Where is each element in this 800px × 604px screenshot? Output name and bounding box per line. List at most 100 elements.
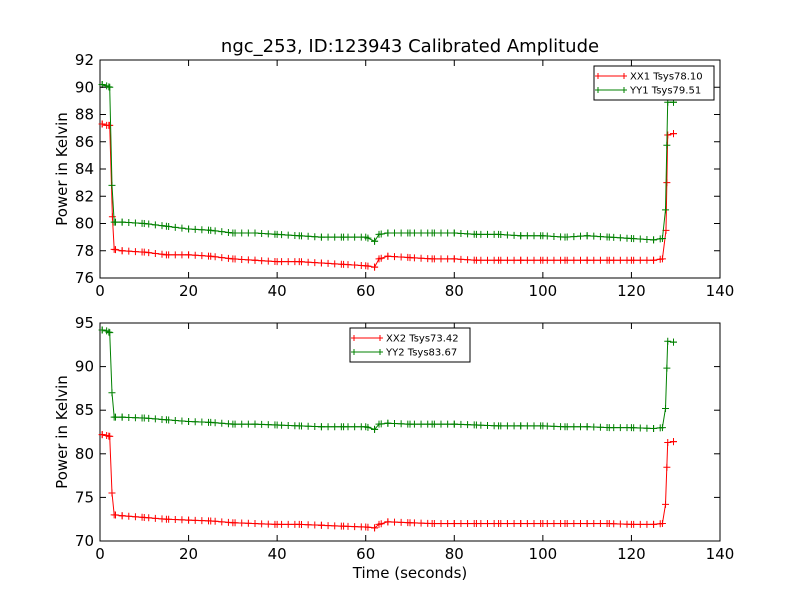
data-point	[658, 255, 666, 263]
data-point-marker	[284, 421, 292, 429]
data-point	[110, 218, 118, 226]
data-point-marker	[244, 519, 252, 527]
data-point	[106, 121, 114, 129]
data-point-marker	[125, 413, 133, 421]
data-point-marker	[550, 520, 558, 528]
data-point-marker	[503, 231, 511, 239]
x-tick-label: 60	[356, 545, 375, 563]
data-point-marker	[464, 421, 472, 429]
data-point-marker	[530, 520, 538, 528]
x-tick-label: 40	[268, 545, 287, 563]
y-tick-label: 90	[75, 358, 94, 376]
data-point	[670, 130, 677, 138]
data-point	[517, 232, 525, 240]
data-point	[658, 234, 666, 242]
data-point	[561, 233, 569, 241]
data-point-marker	[311, 259, 319, 267]
data-point-marker	[304, 422, 312, 430]
data-point	[108, 181, 116, 189]
data-point-marker	[244, 229, 252, 237]
legend-box	[349, 327, 471, 363]
data-point-marker	[590, 520, 598, 528]
data-point	[362, 523, 370, 531]
data-point	[627, 234, 635, 242]
data-point	[140, 220, 148, 227]
data-point	[108, 389, 116, 397]
data-point	[627, 424, 635, 432]
x-tick-label: 140	[706, 282, 735, 300]
data-point-marker	[391, 253, 398, 261]
data-point-marker	[304, 258, 312, 266]
data-point-marker	[577, 256, 584, 264]
data-point	[583, 423, 591, 431]
data-point	[273, 230, 281, 238]
data-point	[340, 522, 348, 530]
y-tick-label: 95	[75, 314, 94, 332]
data-point-marker	[391, 229, 398, 237]
legend-marker	[621, 87, 627, 93]
data-point-marker	[397, 253, 405, 261]
data-point	[583, 232, 591, 240]
data-point-marker	[464, 256, 472, 264]
data-point	[140, 414, 148, 422]
data-point	[108, 489, 116, 497]
data-point-marker	[218, 419, 226, 427]
data-point	[539, 232, 547, 240]
data-point-marker	[238, 420, 246, 428]
data-point	[317, 423, 325, 431]
data-point	[207, 418, 215, 426]
legend-marker	[595, 73, 601, 79]
data-point	[98, 431, 106, 439]
data-point-marker	[178, 417, 186, 425]
data-point-marker	[530, 422, 538, 430]
subplot-2: 0 20 40 60 80 100 120 140 70 75 80 85 90 95 Power in K…	[53, 314, 734, 582]
data-point	[371, 425, 379, 433]
data-point-marker	[484, 421, 491, 429]
data-point	[251, 420, 259, 428]
data-point	[371, 524, 379, 532]
data-point	[140, 513, 148, 521]
data-point	[110, 245, 118, 253]
data-point	[295, 258, 303, 266]
data-point-marker	[324, 522, 332, 530]
legend-label: XX1 Tsys78.10	[630, 72, 703, 83]
data-point	[495, 520, 503, 528]
y-tick-label: 86	[75, 133, 94, 151]
data-point-marker	[125, 219, 133, 227]
x-tick-label: 100	[529, 282, 558, 300]
data-point	[539, 256, 547, 264]
y-tick-label: 78	[75, 242, 94, 260]
data-point-marker	[218, 228, 226, 236]
data-point-marker	[311, 233, 319, 241]
data-point	[375, 520, 383, 528]
data-point-marker	[503, 256, 511, 264]
data-point	[317, 521, 325, 529]
data-point	[118, 413, 126, 421]
data-point	[662, 500, 670, 508]
y-tick-label: 70	[75, 532, 94, 550]
data-point-marker	[437, 520, 445, 528]
data-point-marker	[244, 420, 252, 428]
data-point-marker	[464, 520, 472, 528]
series-2	[98, 326, 677, 433]
data-point	[406, 519, 414, 527]
data-point-marker	[238, 255, 246, 263]
data-point	[450, 520, 458, 528]
data-point	[495, 230, 503, 238]
data-point	[162, 416, 170, 424]
data-point	[362, 262, 370, 270]
y-tick-label: 75	[75, 488, 94, 506]
data-point-marker	[550, 256, 558, 264]
data-point-marker	[457, 229, 465, 237]
data-point	[229, 255, 237, 263]
data-point	[561, 423, 569, 431]
y-tick-label: 80	[75, 445, 94, 463]
data-point-marker	[178, 224, 186, 232]
data-point	[658, 520, 666, 528]
data-point-marker	[590, 256, 598, 264]
data-point	[229, 519, 237, 527]
data-point-marker	[264, 520, 272, 528]
data-point-marker	[284, 231, 292, 239]
data-point	[428, 420, 436, 428]
